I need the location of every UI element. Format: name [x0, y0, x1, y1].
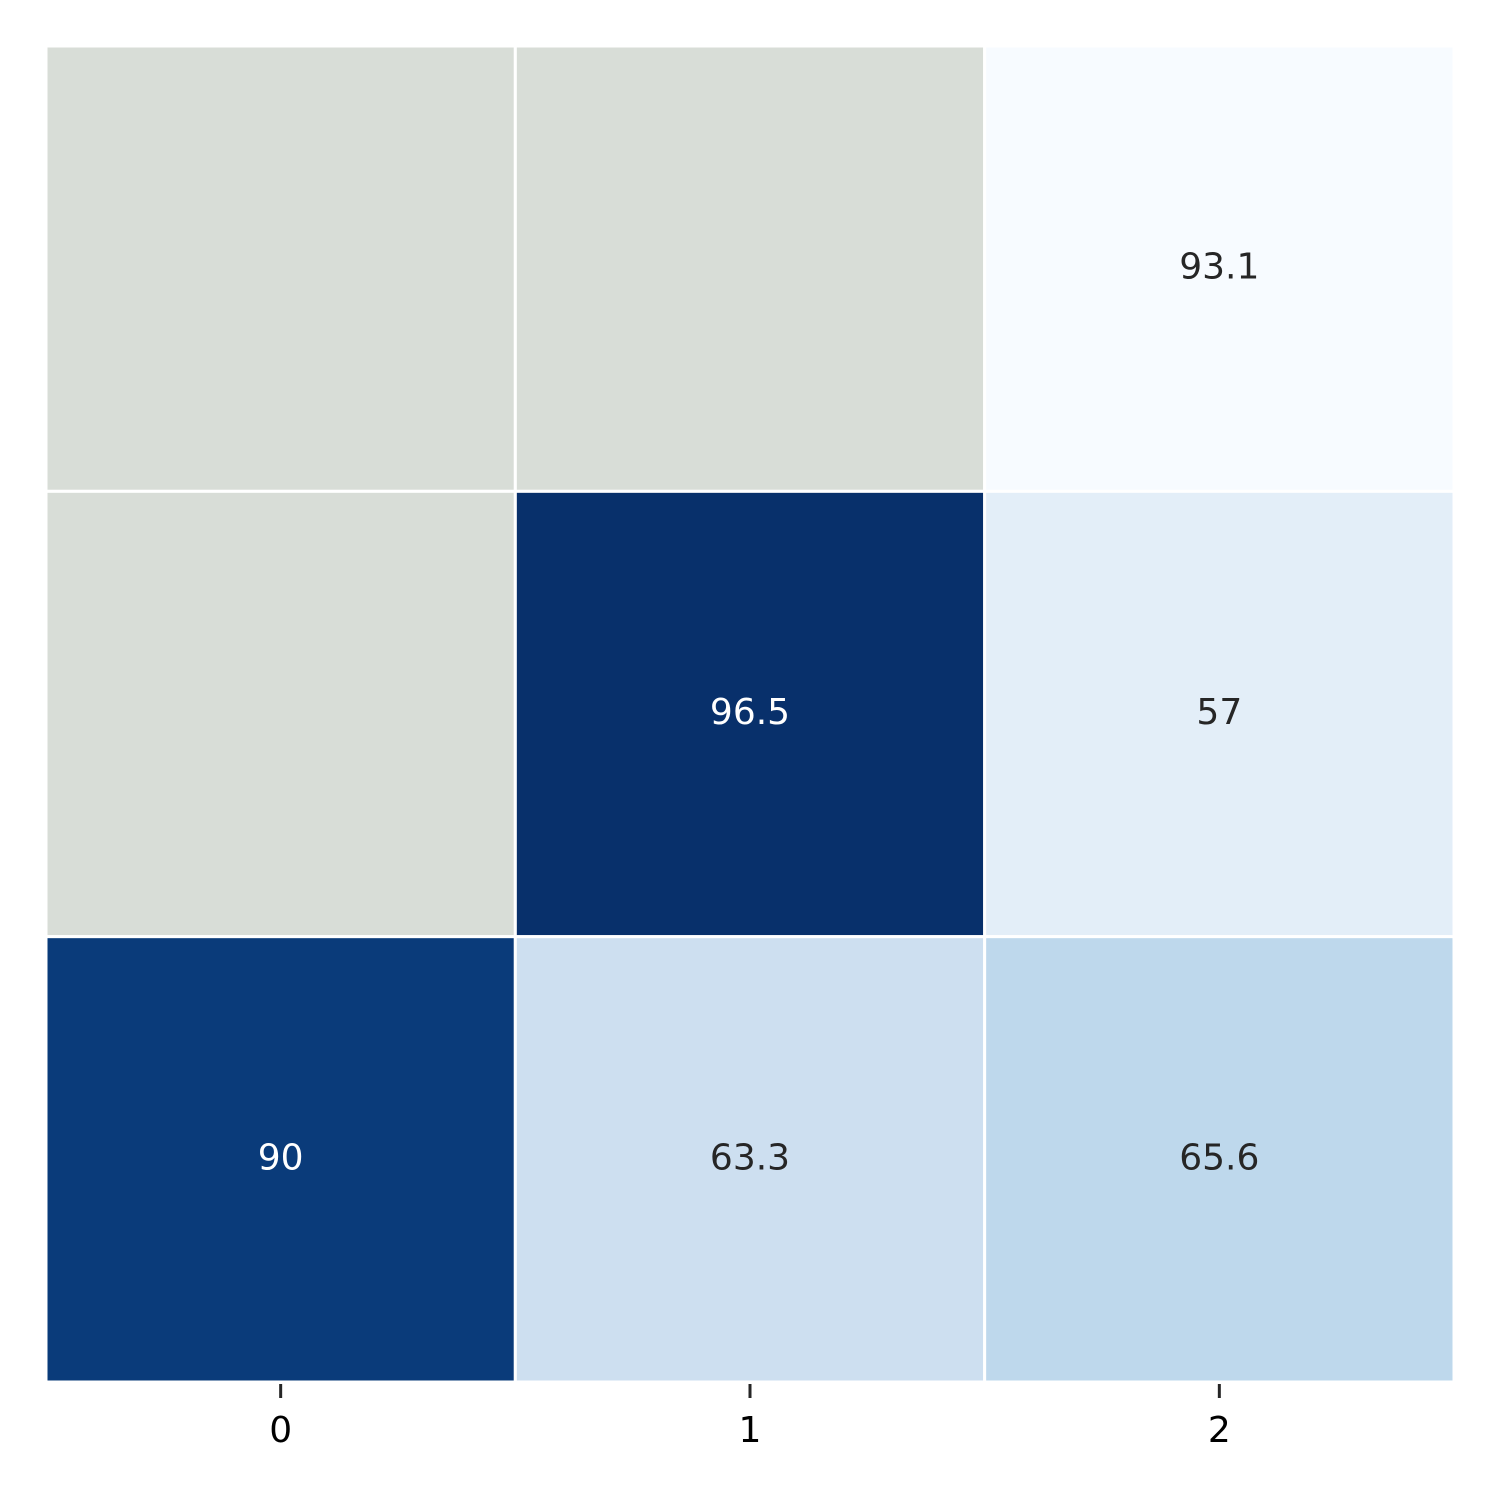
heatmap-cell [513, 935, 987, 1384]
heatmap-cell [983, 44, 1456, 493]
cell-label: 63.3 [710, 1137, 790, 1178]
heatmap-cell [513, 489, 987, 939]
cell-label: 57 [1196, 692, 1242, 733]
heatmap-cell [983, 935, 1456, 1384]
cell-label: 65.6 [1179, 1137, 1259, 1178]
heatmap-cell [983, 489, 1456, 939]
masked-cell [44, 44, 517, 493]
cell-label: 90 [258, 1137, 304, 1178]
masked-cell [44, 489, 517, 939]
heatmap-cell [44, 935, 517, 1384]
cell-label: 93.1 [1179, 247, 1259, 288]
cell-label: 96.5 [710, 692, 790, 733]
masked-cell [513, 44, 987, 493]
x-tick-label: 1 [739, 1410, 762, 1451]
x-tick-label: 2 [1208, 1410, 1231, 1451]
x-tick-label: 0 [269, 1410, 292, 1451]
